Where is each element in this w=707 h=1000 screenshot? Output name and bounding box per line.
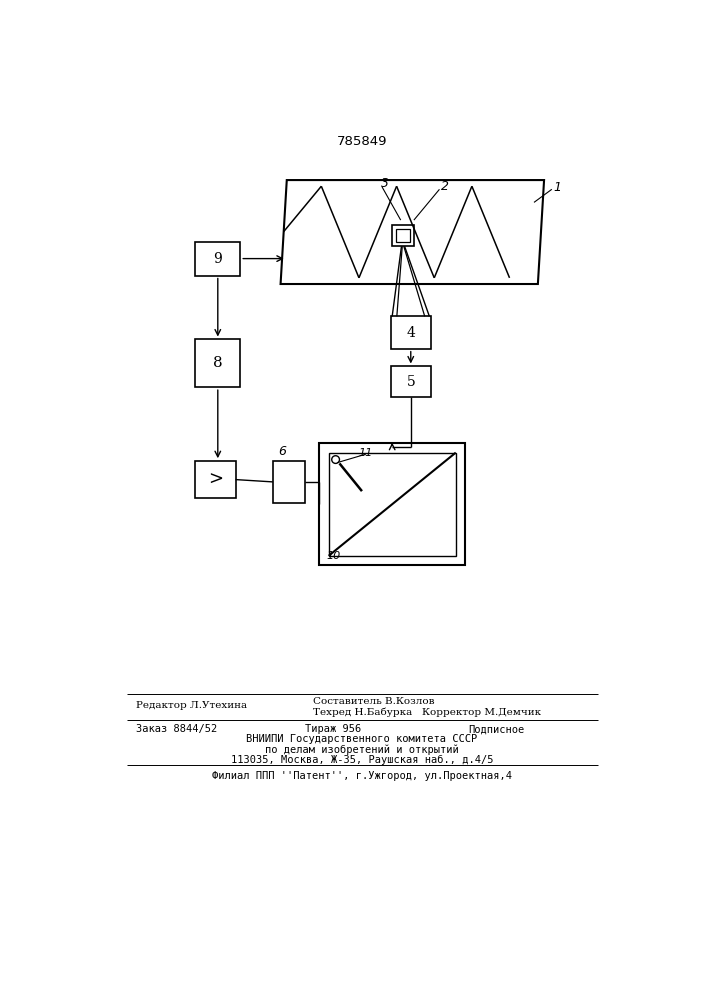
Bar bbox=[195, 242, 240, 276]
Text: ВНИИПИ Государственного комитета СССР: ВНИИПИ Государственного комитета СССР bbox=[246, 734, 477, 744]
Bar bbox=[392, 225, 414, 246]
Bar bbox=[195, 461, 235, 498]
Text: по делам изобретений и открытий: по делам изобретений и открытий bbox=[265, 744, 459, 755]
Text: Редактор Л.Утехина: Редактор Л.Утехина bbox=[136, 701, 247, 710]
Text: 11: 11 bbox=[358, 448, 373, 458]
Text: 4: 4 bbox=[407, 326, 415, 340]
Text: Тираж 956: Тираж 956 bbox=[305, 724, 361, 734]
Bar bbox=[391, 316, 431, 349]
Text: Техред Н.Бабурка   Корректор М.Демчик: Техред Н.Бабурка Корректор М.Демчик bbox=[313, 708, 542, 717]
Bar bbox=[396, 229, 410, 242]
Text: 1: 1 bbox=[554, 181, 561, 194]
Text: >: > bbox=[208, 471, 223, 489]
Text: Подписное: Подписное bbox=[468, 724, 525, 734]
Text: 3: 3 bbox=[380, 177, 389, 190]
Text: Составитель В.Козлов: Составитель В.Козлов bbox=[313, 697, 435, 706]
Bar bbox=[195, 339, 240, 387]
Text: 8: 8 bbox=[213, 356, 223, 370]
Text: Заказ 8844/52: Заказ 8844/52 bbox=[136, 724, 218, 734]
Bar bbox=[273, 461, 305, 503]
Text: 5: 5 bbox=[407, 375, 415, 389]
Text: 6: 6 bbox=[278, 445, 286, 458]
Text: Филиал ППП ''Патент'', г.Ужгород, ул.Проектная,4: Филиал ППП ''Патент'', г.Ужгород, ул.Про… bbox=[212, 771, 512, 781]
Text: 10: 10 bbox=[326, 551, 340, 561]
Text: 785849: 785849 bbox=[337, 135, 387, 148]
Bar bbox=[320, 443, 465, 565]
Text: 9: 9 bbox=[214, 252, 222, 266]
Bar bbox=[391, 366, 431, 397]
Polygon shape bbox=[281, 180, 544, 284]
Text: 113035, Москва, Ж-35, Раушская наб., д.4/5: 113035, Москва, Ж-35, Раушская наб., д.4… bbox=[230, 754, 493, 765]
Text: 2: 2 bbox=[441, 180, 449, 193]
Bar bbox=[329, 453, 456, 556]
